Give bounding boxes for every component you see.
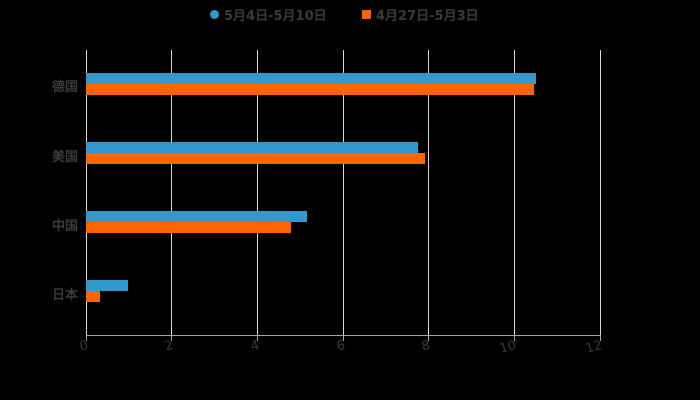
gridline [428,50,429,335]
x-tick-label: 0 [78,338,90,355]
x-tick-label: 12 [584,338,604,357]
x-tick-label: 8 [420,338,432,355]
legend-item-series-2[interactable]: 4月27日-5月3日 [362,4,479,24]
x-tick [514,335,515,341]
bar-germany-series-2[interactable] [86,84,534,95]
x-tick [86,335,87,341]
x-tick-label: 2 [163,338,175,355]
legend-item-series-1[interactable]: 5月4日-5月10日 [210,4,327,24]
x-tick [343,335,344,341]
gridline [86,50,87,335]
bar-japan-series-1[interactable] [86,280,128,291]
gridline [171,50,172,335]
legend-label: 4月27日-5月3日 [376,8,479,24]
category-label-germany: 德国 [51,80,78,95]
legend-square-icon [362,9,371,19]
gridline [257,50,258,335]
category-label-usa: 美国 [51,150,78,165]
category-label-china: 中国 [51,219,78,234]
chart-legend: 5月4日-5月10日 4月27日-5月3日 [0,4,700,24]
bar-china-series-1[interactable] [86,211,307,222]
x-tick-label: 6 [335,338,347,355]
bar-usa-series-1[interactable] [86,142,418,153]
bar-japan-series-2[interactable] [86,291,100,302]
x-tick [257,335,258,341]
gridline [514,50,515,335]
x-tick [600,335,601,341]
category-label-japan: 日本 [51,288,78,303]
bar-germany-series-1[interactable] [86,73,536,84]
legend-label: 5月4日-5月10日 [224,8,327,24]
x-tick [171,335,172,341]
bar-usa-series-2[interactable] [86,153,426,164]
gridline [343,50,344,335]
x-tick-label: 10 [498,338,518,357]
bar-china-series-2[interactable] [86,222,291,233]
legend-circle-icon [210,9,219,19]
x-tick-label: 4 [249,338,261,355]
gridline [600,50,601,335]
x-tick [428,335,429,341]
